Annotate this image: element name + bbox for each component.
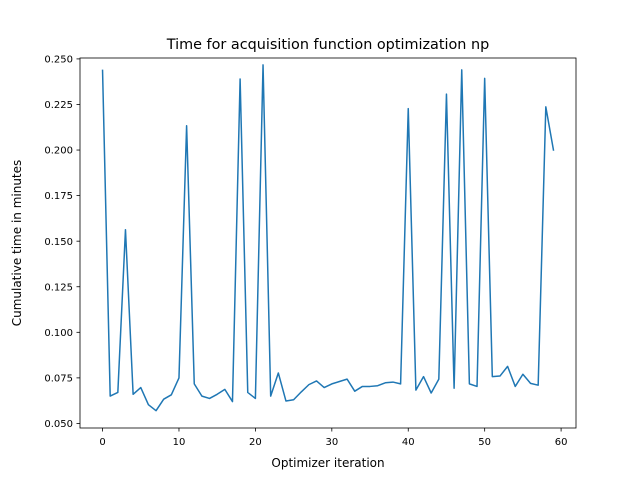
y-tick-label: 0.050 (44, 419, 73, 430)
x-tick-label: 30 (325, 437, 338, 448)
y-tick-label: 0.150 (44, 237, 73, 248)
y-tick-label: 0.075 (44, 373, 73, 384)
series-line-0 (101, 64, 555, 412)
plot-area (101, 64, 555, 412)
axes-frame (79, 57, 577, 429)
chart-title: Time for acquisition function optimizati… (166, 37, 490, 53)
x-tick-label: 10 (173, 437, 186, 448)
y-tick-label: 0.225 (44, 100, 73, 111)
x-axis: 0 10 20 30 40 50 60 (99, 428, 567, 448)
x-tick-label: 0 (99, 437, 105, 448)
x-axis-label: Optimizer iteration (271, 456, 384, 470)
y-axis-label: Cumulative time in minutes (10, 160, 24, 327)
y-axis: 0.050 0.075 0.100 0.125 0.150 0.175 0.200 0.225… (44, 55, 80, 430)
y-tick-label: 0.125 (44, 282, 73, 293)
y-tick-label: 0.100 (44, 328, 73, 339)
y-tick-label: 0.250 (44, 55, 73, 66)
x-tick-label: 50 (478, 437, 491, 448)
y-tick-label: 0.175 (44, 191, 73, 202)
x-tick-label: 20 (249, 437, 262, 448)
x-tick-label: 60 (555, 437, 568, 448)
x-tick-label: 40 (402, 437, 415, 448)
y-tick-label: 0.200 (44, 146, 73, 157)
